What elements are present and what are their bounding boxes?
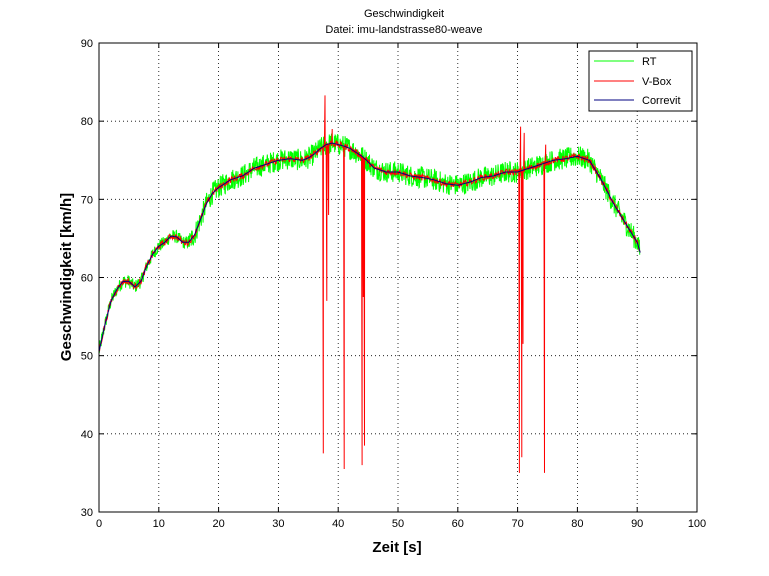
y-tick-label: 30 [81,507,93,519]
x-tick-label: 80 [571,518,583,530]
legend-label-correvit: Correvit [642,95,681,107]
x-tick-label: 90 [631,518,643,530]
x-tick-label: 70 [511,518,523,530]
series-vbox-line [99,95,641,473]
x-tick-label: 100 [688,518,706,530]
x-tick-label: 20 [212,518,224,530]
y-tick-label: 40 [81,429,93,441]
x-tick-label: 0 [96,518,102,530]
series-correvit-line [98,142,641,352]
y-axis-label: Geschwindigkeit [km/h] [58,193,75,361]
y-tick-label: 70 [81,194,93,206]
chart-title: Geschwindigkeit [364,8,444,20]
legend-label-rt: RT [642,56,657,68]
chart-subtitle: Datei: imu-landstrasse80-weave [325,24,482,36]
x-tick-label: 60 [452,518,464,530]
y-tick-label: 60 [81,273,93,285]
y-tick-label: 90 [81,38,93,50]
axis-ticks: 0 10 20 30 40 50 60 70 80 90 100 30 40 50 60 70 80 90 [81,38,706,530]
x-tick-label: 30 [272,518,284,530]
y-tick-label: 80 [81,116,93,128]
x-axis-label: Zeit [s] [372,539,421,556]
x-tick-label: 10 [153,518,165,530]
series-rt-line [98,133,641,353]
legend-label-vbox: V-Box [642,76,672,88]
plot-series [98,95,641,473]
legend: RT V-Box Correvit [588,50,693,112]
y-tick-label: 50 [81,351,93,363]
x-tick-label: 50 [392,518,404,530]
grid [99,43,697,512]
x-tick-label: 40 [332,518,344,530]
